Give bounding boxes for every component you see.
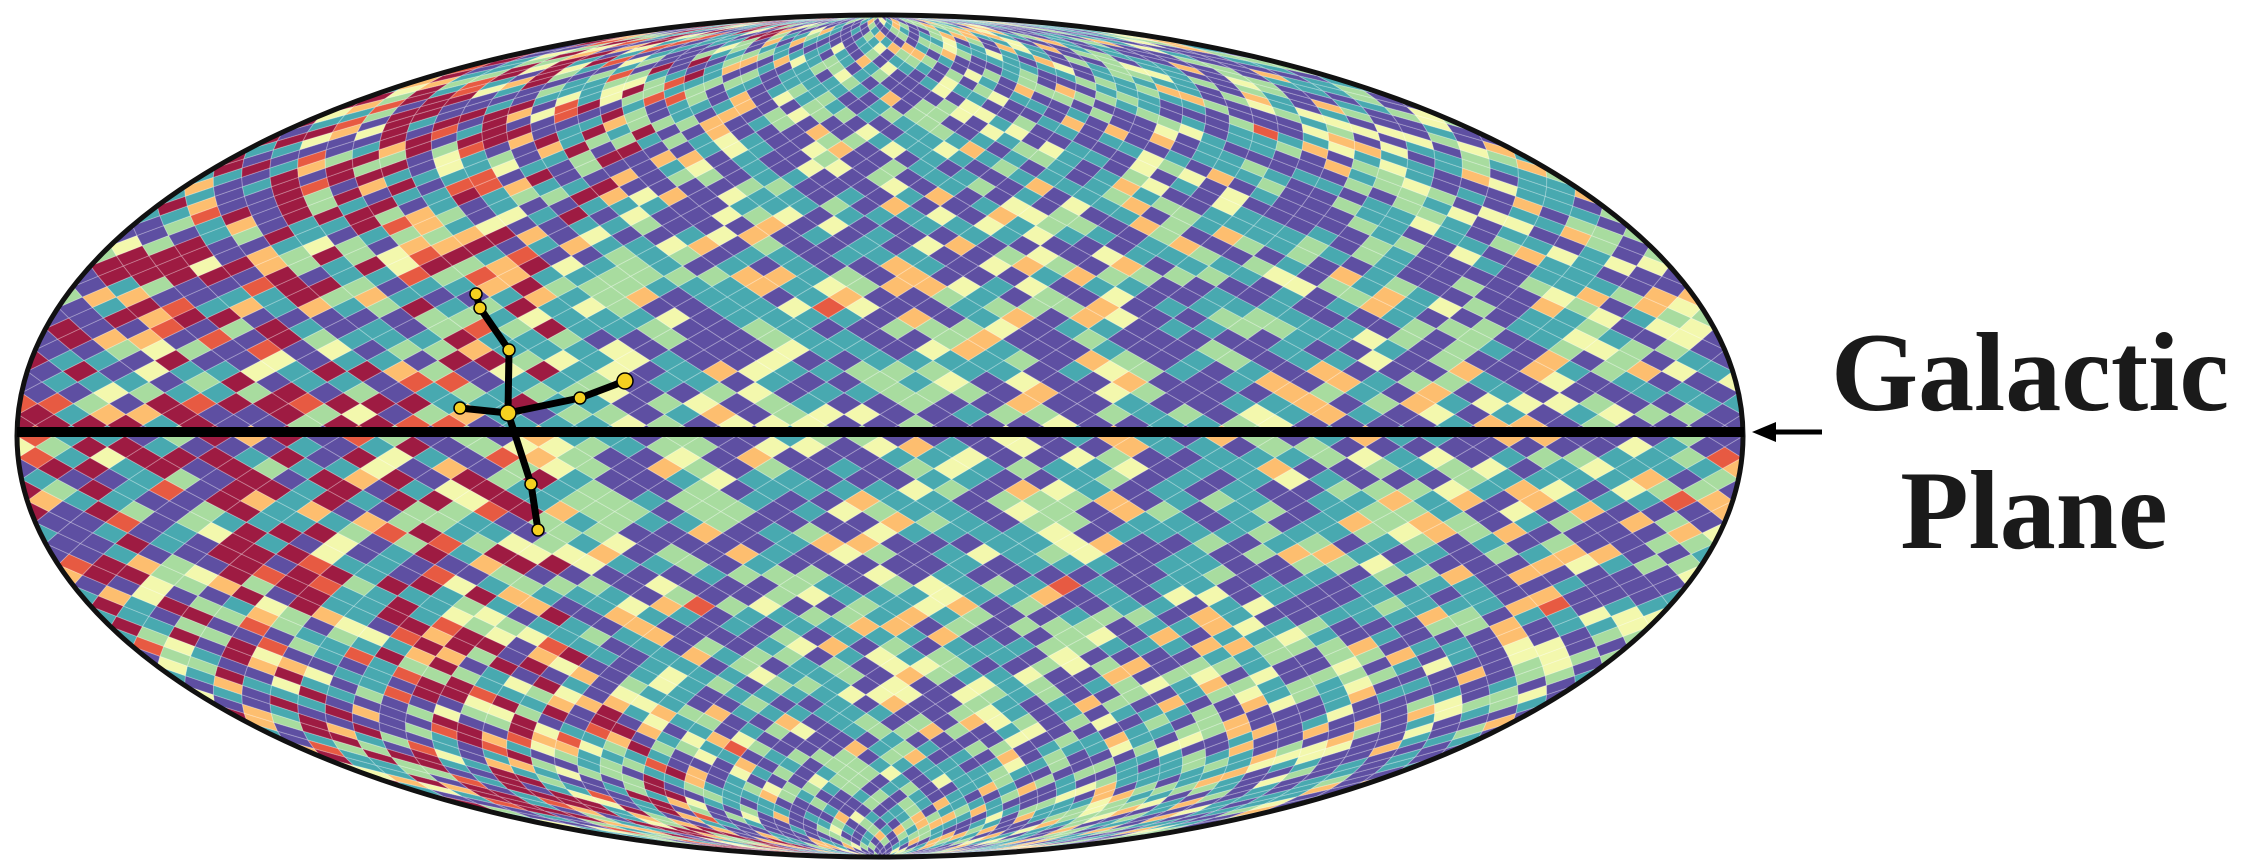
sky-cell bbox=[1740, 402, 1743, 426]
sky-cell bbox=[1737, 467, 1743, 491]
constellation-line bbox=[504, 346, 513, 417]
star bbox=[524, 477, 538, 491]
arrow bbox=[1752, 422, 1822, 442]
sky-cell bbox=[1737, 381, 1743, 405]
sky-cell bbox=[1740, 446, 1743, 470]
star bbox=[573, 391, 587, 405]
star bbox=[531, 523, 545, 537]
sky-cell bbox=[1731, 489, 1743, 513]
star bbox=[616, 372, 634, 390]
star bbox=[469, 287, 483, 301]
star bbox=[473, 301, 487, 315]
star bbox=[502, 343, 516, 357]
arrow-head bbox=[1752, 422, 1776, 442]
sky-cell bbox=[1731, 359, 1743, 383]
star bbox=[453, 401, 467, 415]
label-line: Plane bbox=[1900, 449, 2168, 573]
label-line: Galactic bbox=[1831, 311, 2229, 435]
sky-cell bbox=[17, 424, 18, 448]
star bbox=[499, 404, 517, 422]
